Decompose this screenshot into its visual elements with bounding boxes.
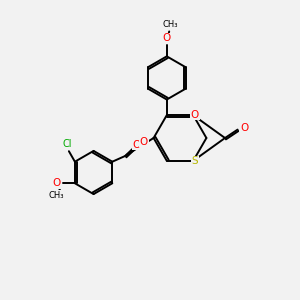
Text: O: O bbox=[163, 33, 171, 43]
Text: O: O bbox=[240, 123, 248, 133]
Text: S: S bbox=[191, 157, 198, 166]
Text: O: O bbox=[132, 140, 141, 150]
Text: CH₃: CH₃ bbox=[163, 20, 178, 29]
Text: O: O bbox=[140, 136, 148, 147]
Text: CH₃: CH₃ bbox=[48, 191, 64, 200]
Text: O: O bbox=[190, 110, 199, 119]
Text: Cl: Cl bbox=[63, 139, 72, 149]
Text: O: O bbox=[53, 178, 61, 188]
